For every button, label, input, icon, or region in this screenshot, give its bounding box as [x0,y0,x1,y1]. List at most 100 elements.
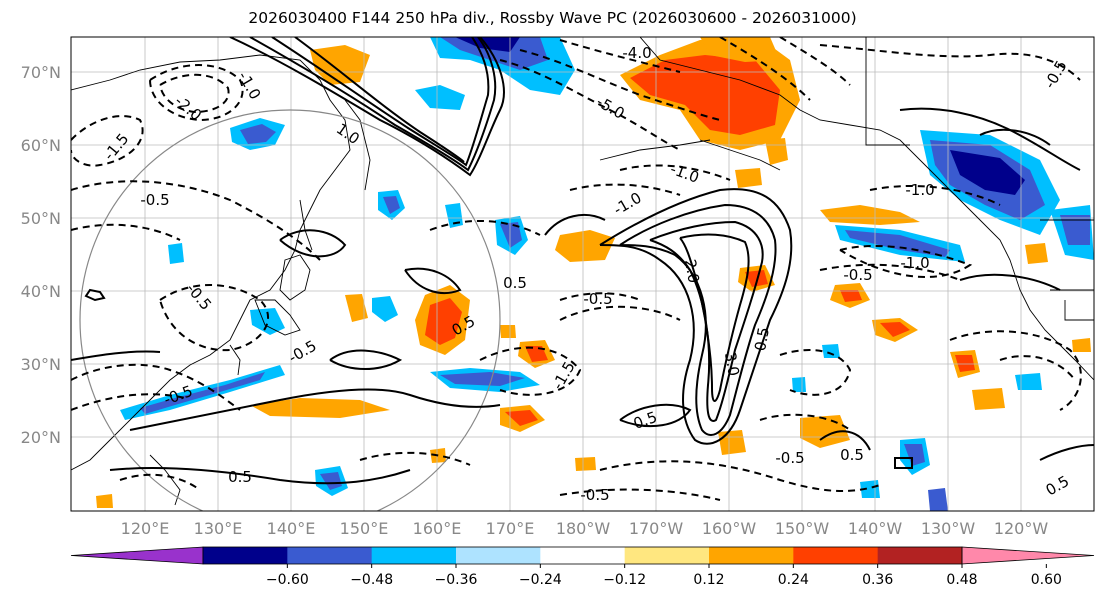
shade-negative [240,124,276,144]
shade-negative [822,344,840,358]
shade-negative [383,196,400,214]
contour-label: -2.0 [171,92,205,125]
colorbar-tick-label: 0.12 [693,572,724,588]
shade-negative [440,37,548,70]
shade-positive [575,457,596,471]
lon-label: 140°W [848,519,903,538]
contour-label: -0.5 [775,449,804,467]
contour-label: -1.0 [900,254,929,272]
colorbar-cell [456,547,541,564]
colorbar-cell [793,547,879,564]
colorbar-tick-label: −0.60 [266,572,309,588]
shade-positive [1072,338,1091,352]
contour-label: -1.0 [905,181,934,199]
contour-label: 0.5 [840,446,864,464]
contour-label: -0.5 [140,191,169,209]
contour-label: -4.0 [622,44,651,62]
shade-negative [250,308,285,335]
lon-label: 140°E [267,519,316,538]
colorbar-cell [709,547,794,564]
shade-positive [96,494,113,508]
shade-positive [745,270,768,287]
contour-label: -1.0 [668,160,702,187]
lon-label: 180°W [556,519,611,538]
shade-negative [455,37,520,52]
shade-positive [525,346,548,362]
colorbar-tick-label: −0.36 [435,572,478,588]
colorbar-tick-label: 0.24 [778,572,809,588]
shade-positive [700,37,780,62]
shade-negative [950,150,1025,195]
shade-positive [1025,243,1048,264]
shade-positive [735,168,762,188]
colorbar-tick-labels: −0.60 −0.48 −0.36 −0.24 −0.12 0.12 0.24 0.36 0.4… [266,572,1062,588]
shade-positive [765,138,788,165]
contour-label: -0.5 [583,290,612,308]
lon-label: 130°W [921,519,976,538]
colorbar-cell [540,547,626,564]
shade-negative [440,372,525,386]
shade-positive [718,430,746,455]
colorbar: −0.60 −0.48 −0.36 −0.24 −0.12 0.12 0.24 0.36 0.4… [70,546,1095,588]
colorbar-extend-low [70,546,204,565]
shade-positive [500,325,516,338]
shade-negative [372,296,398,322]
shade-positive [800,415,850,448]
shade-negative [928,488,948,511]
contour-label: 0.5 [1043,472,1073,500]
shade-negative [168,243,184,264]
lat-label: 60°N [21,136,61,155]
shade-negative [792,377,806,392]
colorbar-tick-label: −0.24 [519,572,562,588]
shade-negative [1015,373,1042,390]
coastlines [71,37,1094,506]
shade-positive [345,294,368,322]
colorbar-extend-high [961,546,1095,565]
longitude-labels: 120°E 130°E 140°E 150°E 160°E 170°E 180°… [121,519,1049,538]
colorbar-cell [371,547,457,564]
shade-positive [425,298,462,345]
shade-negative [845,230,950,257]
colorbar-tick-label: −0.48 [350,572,393,588]
contour-label: -5.0 [593,93,627,123]
lon-label: 150°E [340,519,389,538]
colorbar-cell [287,547,373,564]
colorbar-cells [70,546,1095,565]
shade-negative [500,222,522,248]
shade-positive [972,388,1005,410]
shade-positive [955,355,975,372]
shade-positive [250,398,390,418]
positive-contours [71,37,1094,485]
shade-negative [415,85,465,110]
shade-positive [880,322,910,337]
lat-label: 70°N [21,63,61,82]
negative-contours [71,37,1082,501]
contour-label-layer: -4.0 -2.0 -1.5 -1.0 -0.5 -0.5 -0.5 -0.5 … [100,44,1072,504]
contour-label: -1.0 [610,189,644,219]
lon-label: 160°E [413,519,462,538]
colorbar-cell [203,547,288,564]
chart-title: 2026030400 F144 250 hPa div., Rossby Wav… [248,9,857,27]
lon-label: 170°W [629,519,684,538]
contour-label: -0.5 [1041,57,1071,91]
lon-label: 120°E [121,519,170,538]
lon-label: 150°W [775,519,830,538]
contour-label: 0.5 [503,274,527,292]
shade-positive [630,55,780,135]
contour-label: 3.0 [721,351,743,378]
shade-positive [555,230,615,262]
contour-label: 2.0 [681,258,703,285]
contour-label: -1.5 [100,130,133,164]
lat-label: 30°N [21,355,61,374]
contour-label: 1.0 [333,120,363,148]
contour-label: -0.5 [285,337,319,367]
colorbar-tick-label: 0.36 [862,572,893,588]
reference-circle [79,109,501,511]
map-area [71,37,1094,511]
shade-positive [840,290,862,302]
colorbar-outline [202,546,963,565]
colorbar-tick-label: 0.60 [1031,572,1062,588]
contour-label: -0.5 [580,486,609,504]
divergence-shading [96,37,1094,511]
